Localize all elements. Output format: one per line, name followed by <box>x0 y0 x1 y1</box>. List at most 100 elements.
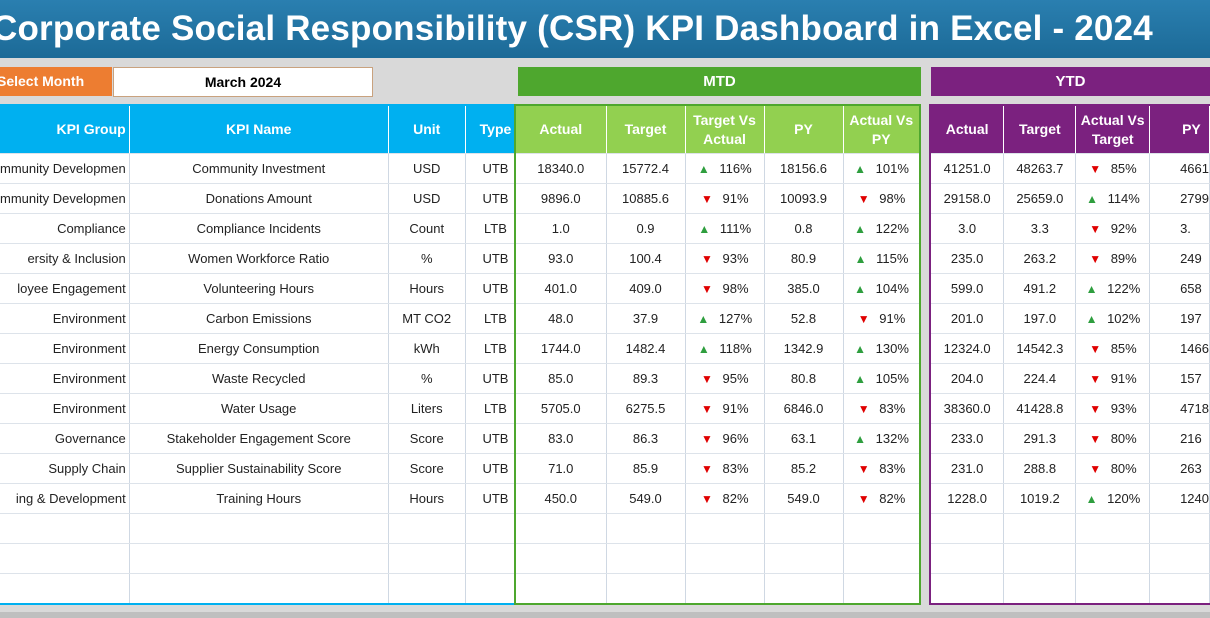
table-row: Supply Chain Supplier Sustainability Scor… <box>0 453 527 484</box>
unit-cell: Hours <box>388 483 466 514</box>
mtd-target-cell: 549.0 <box>606 483 686 514</box>
kpi-name-cell: Community Investment <box>129 153 389 184</box>
mtd-actual-vs-py-cell-value: 98% <box>879 191 906 206</box>
empty-cell <box>843 573 921 605</box>
unit-cell: MT CO2 <box>388 303 466 334</box>
table-row: 204.0 224.4 ▼ 91% 157 <box>930 363 1210 394</box>
kpi-group-cell: ersity & Inclusion <box>0 243 130 274</box>
sheet-bottom-edge <box>0 612 1210 618</box>
ytd-actual-vs-target-cell-value: 102% <box>1107 311 1141 326</box>
triangle-down-icon: ▼ <box>701 252 713 266</box>
table-row: Environment Water Usage Liters LTB <box>0 393 527 424</box>
ytd-py-cell: 3. <box>1149 213 1210 244</box>
ytd-actual-vs-target-cell-value: 80% <box>1110 461 1137 476</box>
ytd-actual-vs-target-cell-value: 93% <box>1110 401 1137 416</box>
mtd-actual-cell: 83.0 <box>515 423 607 454</box>
mtd-actual-cell: 401.0 <box>515 273 607 304</box>
empty-cell <box>1075 573 1151 605</box>
kpi-group-cell: Environment <box>0 363 130 394</box>
mtd-target-vs-actual-cell: ▼ 93% <box>685 243 765 274</box>
mtd-target-cell: 409.0 <box>606 273 686 304</box>
ytd-actual-cell: 12324.0 <box>930 333 1005 364</box>
table-row <box>0 573 527 605</box>
kpi-group-cell: Compliance <box>0 213 130 244</box>
table-row: Governance Stakeholder Engagement Score Sc… <box>0 423 527 454</box>
ytd-actual-cell: 599.0 <box>930 273 1005 304</box>
mtd-actual-vs-py-cell: ▼ 82% <box>843 483 921 514</box>
mtd-target-vs-actual-cell-value: 111% <box>719 221 752 236</box>
mtd-header-target-vs-actual: Target Vs Actual <box>685 105 765 154</box>
mtd-actual-vs-py-cell: ▼ 91% <box>843 303 921 334</box>
ytd-actual-vs-target-cell: ▲ 120% <box>1075 483 1151 514</box>
mtd-actual-cell: 1744.0 <box>515 333 607 364</box>
table-row: 1744.0 1482.4 ▲ 118% 1342.9 ▲ 130% <box>515 333 921 364</box>
table-row: 29158.0 25659.0 ▲ 114% 2799 <box>930 183 1210 214</box>
table-row <box>0 513 527 544</box>
table-row: loyee Engagement Volunteering Hours Hours U… <box>0 273 527 304</box>
mtd-target-vs-actual-cell-value: 91% <box>722 191 749 206</box>
table-row <box>0 543 527 574</box>
mtd-target-vs-actual-cell: ▼ 91% <box>685 393 765 424</box>
mtd-actual-cell: 5705.0 <box>515 393 607 424</box>
mtd-actual-vs-py-cell: ▲ 105% <box>843 363 921 394</box>
ytd-target-cell: 263.2 <box>1003 243 1077 274</box>
mtd-target-vs-actual-cell: ▼ 83% <box>685 453 765 484</box>
ytd-actual-cell: 29158.0 <box>930 183 1005 214</box>
empty-cell <box>1149 543 1210 574</box>
kpi-name-cell: Stakeholder Engagement Score <box>129 423 389 454</box>
empty-cell <box>685 543 765 574</box>
ytd-actual-vs-target-cell-value: 89% <box>1110 251 1137 266</box>
mtd-actual-vs-py-cell-value: 105% <box>875 371 909 386</box>
table-row: 83.0 86.3 ▼ 96% 63.1 ▲ 132% <box>515 423 921 454</box>
mtd-target-vs-actual-cell-value: 98% <box>722 281 749 296</box>
mtd-actual-vs-py-cell-value: 83% <box>879 461 906 476</box>
table-row: Environment Waste Recycled% UTB <box>0 363 527 394</box>
ytd-py-cell: 1466 <box>1149 333 1210 364</box>
ytd-actual-vs-target-cell: ▼ 80% <box>1075 423 1151 454</box>
empty-cell <box>1149 513 1210 544</box>
ytd-actual-vs-target-cell: ▲ 114% <box>1075 183 1151 214</box>
ytd-target-cell: 291.3 <box>1003 423 1077 454</box>
ytd-actual-vs-target-cell: ▼ 85% <box>1075 153 1151 184</box>
ytd-table: Actual Target Actual Vs Target PY 41251.… <box>929 104 1210 605</box>
empty-cell <box>515 543 607 574</box>
empty-cell <box>606 513 686 544</box>
table-row: 5705.0 6275.5 ▼ 91% 6846.0 ▼ 83% <box>515 393 921 424</box>
table-row: 85.0 89.3 ▼ 95% 80.8 ▲ 105% <box>515 363 921 394</box>
table-row: 48.0 37.9 ▲ 127% 52.8 ▼ 91% <box>515 303 921 334</box>
unit-cell: Score <box>388 423 466 454</box>
mtd-py-cell: 80.9 <box>764 243 844 274</box>
triangle-down-icon: ▼ <box>701 372 713 386</box>
triangle-up-icon: ▲ <box>854 162 867 176</box>
ytd-target-cell: 288.8 <box>1003 453 1077 484</box>
unit-cell: % <box>388 243 466 274</box>
ytd-header-py: PY <box>1149 105 1210 154</box>
table-row <box>930 513 1210 544</box>
table-row: mmunity Developmen Donations Amount USD UTB <box>0 183 527 214</box>
empty-cell <box>515 573 607 605</box>
header-kpi-name: KPI Name <box>129 105 389 154</box>
ytd-actual-vs-target-cell: ▲ 102% <box>1075 303 1151 334</box>
mtd-py-cell: 52.8 <box>764 303 844 334</box>
kpi-name-cell: Volunteering Hours <box>129 273 389 304</box>
mtd-header-py: PY <box>764 105 844 154</box>
table-row: 233.0 291.3 ▼ 80% 216 <box>930 423 1210 454</box>
ytd-actual-vs-target-cell-value: 122% <box>1107 281 1141 296</box>
empty-cell <box>1075 513 1151 544</box>
triangle-down-icon: ▼ <box>701 462 713 476</box>
kpi-group-cell: mmunity Developmen <box>0 153 130 184</box>
select-month-dropdown[interactable]: March 2024 <box>113 67 373 97</box>
table-row <box>930 573 1210 605</box>
triangle-down-icon: ▼ <box>701 432 713 446</box>
ytd-target-cell: 48263.7 <box>1003 153 1077 184</box>
ytd-py-cell: 216 <box>1149 423 1210 454</box>
mtd-target-vs-actual-cell: ▲ 116% <box>685 153 765 184</box>
mtd-actual-vs-py-cell-value: 104% <box>875 281 909 296</box>
mtd-py-cell: 385.0 <box>764 273 844 304</box>
mtd-target-cell: 89.3 <box>606 363 686 394</box>
ytd-actual-vs-target-cell: ▼ 85% <box>1075 333 1151 364</box>
mtd-py-cell: 10093.9 <box>764 183 844 214</box>
mtd-actual-vs-py-cell: ▲ 132% <box>843 423 921 454</box>
triangle-down-icon: ▼ <box>1089 162 1102 176</box>
mtd-actual-cell: 71.0 <box>515 453 607 484</box>
